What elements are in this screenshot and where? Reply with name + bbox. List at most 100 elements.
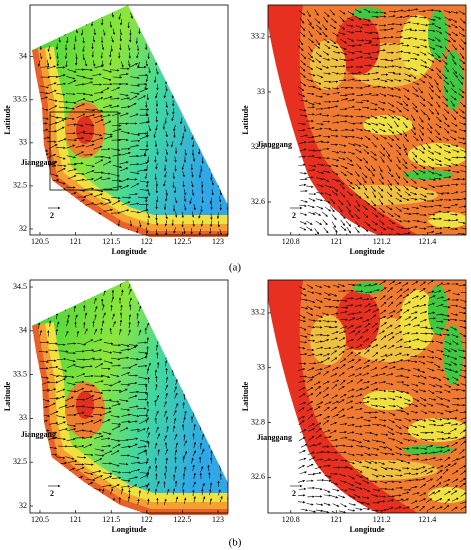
current-arrow: [219, 392, 223, 399]
current-arrow: [298, 163, 306, 167]
current-arrow: [102, 104, 113, 108]
current-arrow: [103, 135, 113, 140]
current-arrow: [316, 205, 324, 210]
x-axis-label: Longitude: [349, 247, 385, 256]
current-arrow: [174, 21, 178, 28]
field-patch: [363, 115, 413, 135]
current-arrow: [129, 144, 140, 148]
current-arrow: [191, 181, 194, 188]
current-arrow: [111, 196, 121, 200]
current-arrow: [174, 313, 178, 320]
current-arrow: [145, 227, 149, 234]
current-arrow: [201, 402, 205, 409]
current-arrow: [55, 13, 59, 20]
current-arrow: [66, 123, 77, 126]
current-arrow: [314, 228, 320, 235]
current-arrow: [162, 61, 166, 68]
current-arrow: [139, 121, 149, 124]
current-arrow: [316, 163, 325, 167]
current-arrow: [67, 79, 77, 85]
current-arrow: [332, 51, 341, 54]
current-arrow: [211, 179, 214, 186]
current-arrow: [338, 32, 346, 36]
current-arrow: [103, 29, 106, 36]
current-arrow: [230, 59, 231, 65]
current-arrow: [155, 229, 159, 236]
current-arrow: [147, 29, 151, 36]
current-arrow: [299, 148, 307, 152]
current-arrow: [182, 181, 185, 188]
current-arrow: [130, 12, 133, 19]
current-arrow: [48, 220, 52, 227]
current-arrow: [192, 155, 196, 162]
current-arrow: [47, 467, 57, 472]
current-arrow: [339, 183, 345, 190]
current-arrow: [314, 156, 322, 160]
current-arrow: [84, 187, 94, 190]
current-arrow: [75, 178, 85, 182]
current-arrow: [340, 120, 348, 123]
current-arrow: [144, 172, 148, 180]
current-arrow: [74, 137, 84, 140]
current-arrow: [148, 125, 151, 132]
current-arrow: [143, 149, 147, 157]
current-arrow: [172, 360, 175, 367]
current-arrow: [306, 234, 308, 235]
current-arrow: [93, 202, 104, 205]
current-arrow: [65, 11, 69, 18]
current-arrow: [101, 114, 111, 118]
current-arrow: [111, 148, 121, 152]
current-arrow: [182, 170, 185, 178]
current-arrow: [315, 95, 324, 98]
y-tick-label: 32.8: [251, 417, 265, 426]
current-arrow: [339, 72, 347, 75]
current-arrow: [182, 370, 185, 377]
current-arrow: [121, 105, 131, 109]
current-arrow: [331, 134, 339, 138]
current-arrow: [107, 220, 111, 227]
current-arrow: [209, 408, 213, 415]
current-arrow: [300, 134, 308, 137]
current-arrow: [182, 93, 186, 100]
current-arrow: [306, 176, 314, 179]
current-arrow: [145, 205, 149, 212]
x-tick-label: 122.5: [173, 515, 191, 524]
current-arrow: [229, 288, 230, 294]
current-arrow: [322, 211, 328, 217]
scale-label: 2: [292, 211, 296, 220]
current-arrow: [47, 82, 57, 86]
current-arrow: [307, 205, 315, 209]
field-patch: [443, 50, 463, 110]
current-arrow: [180, 139, 183, 146]
current-arrow: [65, 21, 69, 28]
current-arrow: [38, 210, 48, 214]
current-arrow: [298, 128, 306, 132]
map-content: [268, 280, 466, 513]
current-arrow: [184, 314, 188, 321]
current-arrow: [229, 419, 231, 425]
current-arrow: [322, 24, 328, 31]
current-arrow: [76, 130, 86, 135]
current-arrow: [138, 21, 141, 28]
current-arrow: [209, 45, 212, 52]
current-arrow: [322, 31, 328, 38]
current-arrow: [164, 288, 167, 295]
current-arrow: [338, 179, 345, 185]
scale-label: 2: [292, 489, 296, 498]
current-arrow: [191, 344, 195, 351]
y-tick-label: 33: [257, 87, 265, 96]
current-arrow: [56, 126, 65, 132]
current-arrow: [57, 296, 60, 303]
current-arrow: [164, 155, 168, 163]
current-arrow: [92, 133, 103, 137]
current-arrow: [112, 128, 122, 132]
current-arrow: [209, 287, 212, 295]
current-arrow: [165, 189, 168, 196]
current-arrow: [189, 68, 193, 75]
current-arrow: [57, 164, 67, 168]
current-arrow: [340, 225, 347, 231]
current-arrow: [111, 36, 114, 43]
x-tick-label: 123: [212, 237, 224, 246]
current-arrow: [66, 76, 76, 80]
place-label: Jianggang: [21, 158, 56, 167]
